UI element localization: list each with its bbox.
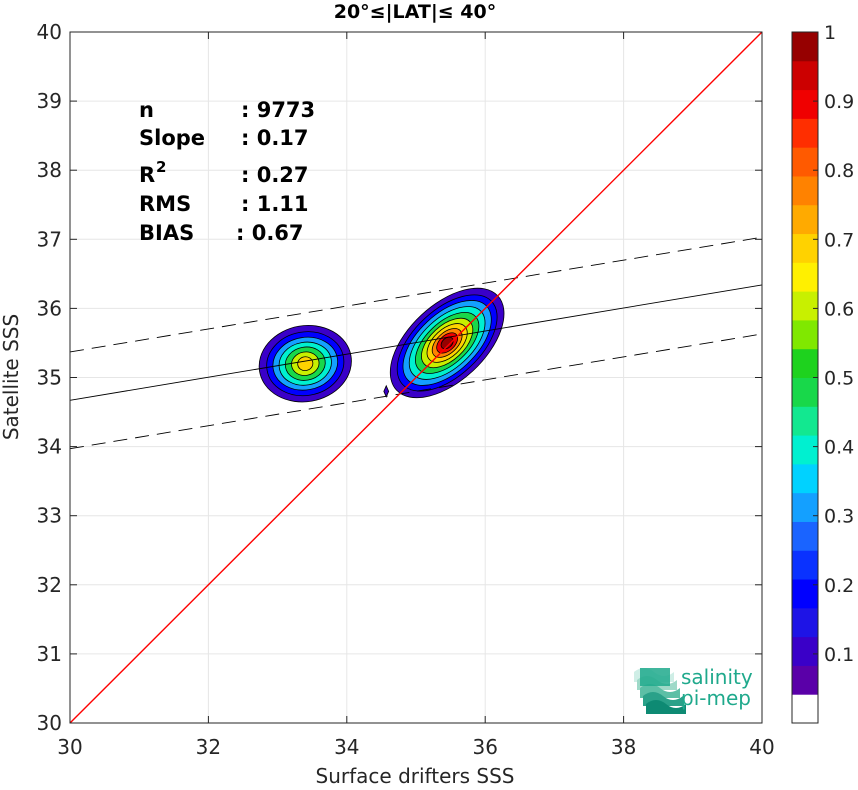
colorbar-segment <box>792 319 818 350</box>
colorbar-segment <box>792 579 818 609</box>
stat-value: : 1.11 <box>241 192 309 216</box>
colorbar-segment <box>792 32 818 62</box>
stats-box: n : 9773 Slope : 0.17 R 2 : 0.27 RMS : 1.11 BIAS:… <box>139 98 315 245</box>
y-tick-label: 35 <box>37 366 62 390</box>
upper-dashed-line <box>69 236 763 353</box>
colorbar-segment <box>792 607 818 638</box>
reference-lines <box>69 31 763 724</box>
stat-value: : 9773 <box>241 98 315 122</box>
colorbar-segment <box>792 377 818 407</box>
colorbar-segment <box>792 406 818 436</box>
x-tick-label: 38 <box>611 735 636 759</box>
colorbar-tick-label: 0.4 <box>824 437 854 459</box>
x-tick-label: 40 <box>749 735 774 759</box>
colorbar-tick-label: 0.2 <box>824 575 854 597</box>
colorbar-segment <box>792 463 818 494</box>
colorbar-tick-label: 0.8 <box>824 160 854 182</box>
one-to-one-line <box>69 31 763 724</box>
stat-value: : 0.67 <box>236 221 304 245</box>
colorbar-segment <box>792 60 818 91</box>
stat-label: RMS <box>139 192 191 216</box>
colorbar-segment <box>792 147 818 177</box>
colorbar-segment <box>792 435 818 465</box>
colorbar-segment <box>792 665 818 695</box>
density-contour <box>440 336 454 350</box>
colorbar: 0.1 0.2 0.3 0.4 0.5 0.6 0.7 0.8 0.9 1 <box>791 22 854 724</box>
colorbar-segment <box>792 262 818 292</box>
logo-line1: salinity <box>681 665 753 689</box>
x-tick-label: 30 <box>57 735 82 759</box>
stat-value: : 0.17 <box>241 126 309 150</box>
grid-lines <box>69 31 763 724</box>
colorbar-segment <box>792 636 818 666</box>
colorbar-tick-label: 0.9 <box>824 91 854 113</box>
colorbar-segment <box>792 291 818 321</box>
colorbar-tick-label: 0.5 <box>824 368 854 390</box>
x-tick-label: 34 <box>334 735 359 759</box>
y-tick-label: 34 <box>37 435 62 459</box>
colorbar-tick-label: 1 <box>824 22 836 44</box>
regression-line <box>69 284 763 401</box>
logo-wave <box>646 700 686 714</box>
x-tick-label: 32 <box>196 735 221 759</box>
colorbar-tick-label: 0.7 <box>824 229 854 251</box>
stat-label: n <box>139 98 154 122</box>
colorbar-tick-label: 0.1 <box>824 644 854 666</box>
colorbar-segment <box>792 204 818 235</box>
colorbar-segment <box>792 118 818 148</box>
colorbar-segment <box>792 175 818 206</box>
stat-label-superscript: 2 <box>156 158 166 176</box>
y-tick-label: 31 <box>37 642 62 666</box>
y-tick-label: 33 <box>37 504 62 528</box>
colorbar-segment <box>792 550 818 580</box>
logo-block <box>640 668 670 686</box>
y-tick-label: 37 <box>37 227 62 251</box>
x-axis-label: Surface drifters SSS <box>316 764 515 786</box>
lower-dashed-line <box>69 333 763 450</box>
chart-title: 20°≤|LAT|≤ 40° <box>334 1 497 23</box>
colorbar-tick-label: 0.3 <box>824 506 854 528</box>
y-tick-label: 39 <box>37 89 62 113</box>
axes: 30 32 34 36 38 40 30 31 32 33 34 35 36 37 38 39 40 <box>37 20 775 759</box>
density-contours <box>258 287 505 403</box>
y-tick-label: 30 <box>37 711 62 735</box>
y-axis-label: Satellite SSS <box>0 314 23 440</box>
colorbar-segment <box>792 89 818 119</box>
y-tick-label: 36 <box>37 296 62 320</box>
density-cluster <box>383 384 390 398</box>
colorbar-tick-label: 0.6 <box>824 298 854 320</box>
stat-label: R <box>139 163 155 187</box>
colorbar-segment <box>792 492 818 522</box>
logo-line2: pi-mep <box>681 686 751 710</box>
y-tick-label: 38 <box>37 158 62 182</box>
colorbar-segment <box>792 694 818 724</box>
y-tick-label: 40 <box>37 20 62 44</box>
x-tick-label: 36 <box>472 735 497 759</box>
colorbar-segment <box>792 348 818 378</box>
density-contour <box>383 384 390 398</box>
stat-label: BIAS <box>139 221 194 245</box>
colorbar-segment <box>792 233 818 263</box>
colorbar-segment <box>792 521 818 551</box>
stat-label: Slope <box>139 126 205 150</box>
y-tick-label: 32 <box>37 573 62 597</box>
stat-value: : 0.27 <box>241 163 309 187</box>
